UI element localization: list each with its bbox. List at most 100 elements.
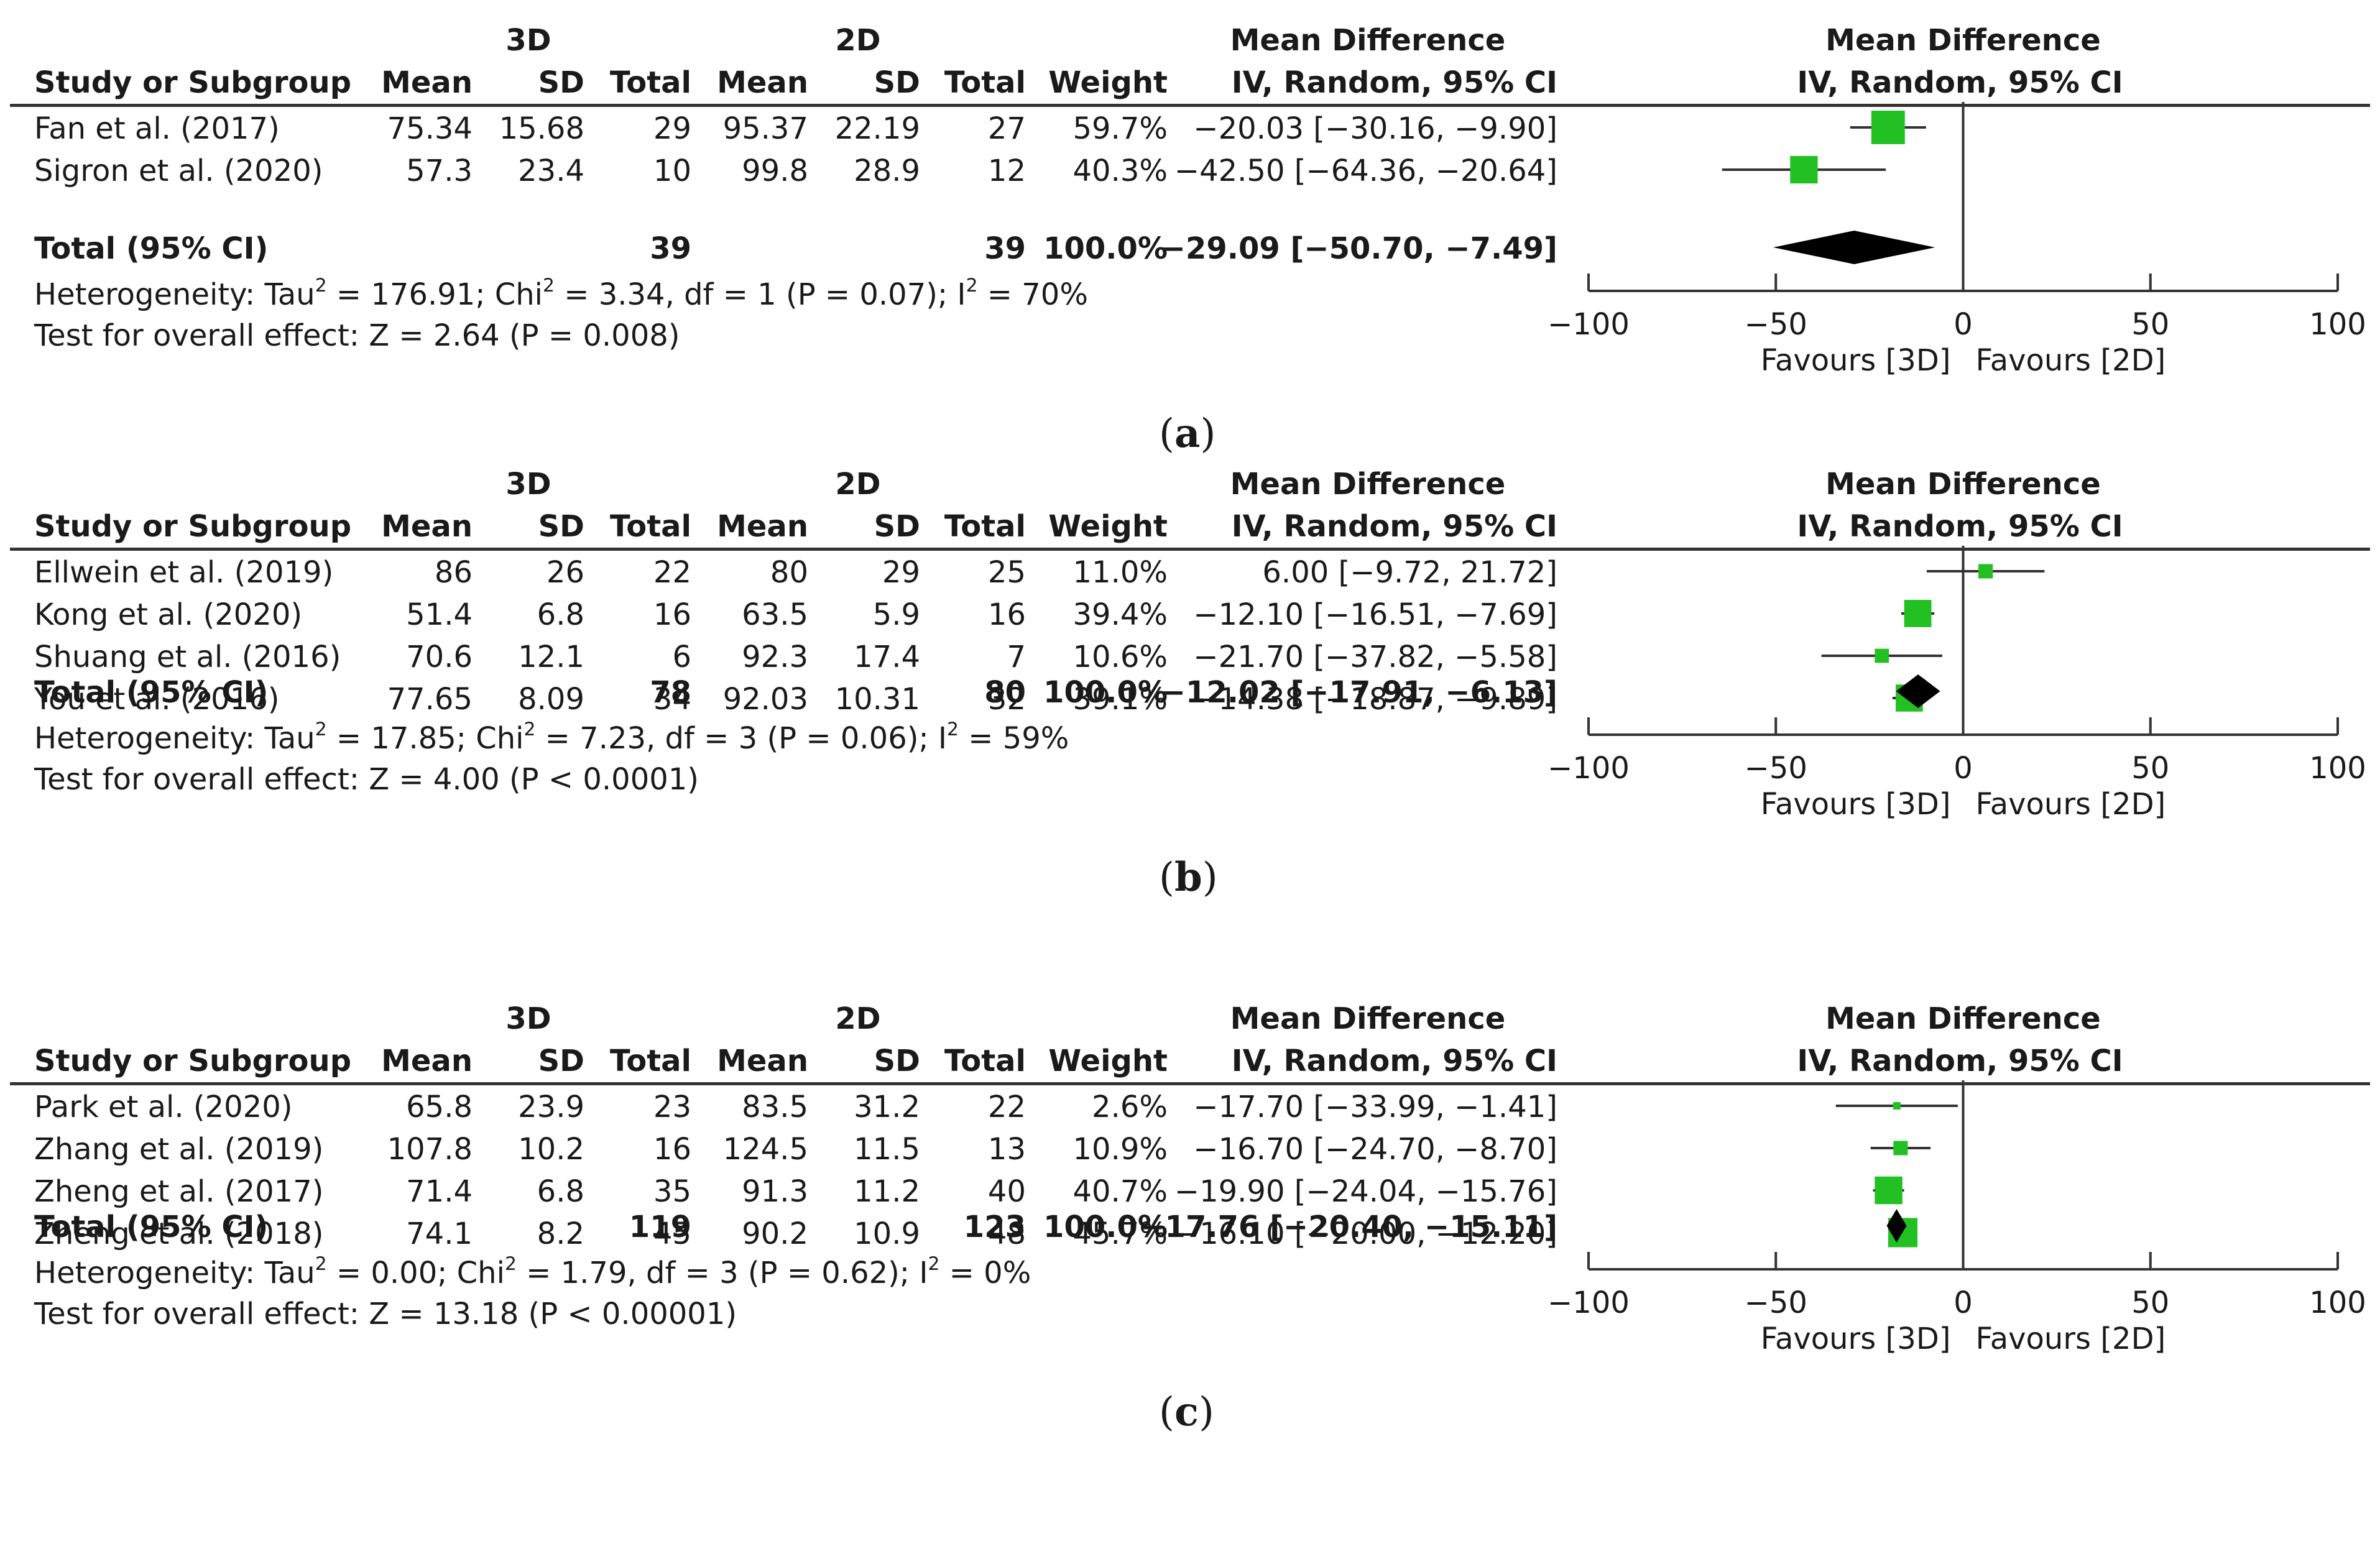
plot-header-title: Mean Difference <box>1825 467 2101 502</box>
favours-right-label: Favours [2D] <box>1976 1321 2166 1356</box>
header-rule <box>10 1082 2370 1085</box>
study-mean-2d: 83.5 <box>742 1090 808 1124</box>
study-sd-2d: 10.31 <box>834 682 920 717</box>
effect-square <box>1978 564 1993 579</box>
overall-effect-text: Test for overall effect: Z = 2.64 (P = 0… <box>34 318 680 353</box>
group2-header: 2D <box>835 23 881 58</box>
het-part: = 59% <box>958 721 1069 756</box>
mean1-column-header: Mean <box>381 509 473 544</box>
group2-header: 2D <box>835 1001 881 1036</box>
sd1-column-header: SD <box>538 509 584 544</box>
study-ci-text: −19.90 [−24.04, −15.76] <box>1174 1174 1557 1209</box>
study-total-3d: 16 <box>653 1132 691 1167</box>
study-total-2d: 40 <box>987 1174 1026 1209</box>
study-name: Shuang et al. (2016) <box>34 640 341 674</box>
header-rule <box>10 548 2370 551</box>
study-mean-2d: 92.03 <box>722 682 808 717</box>
study-name: Sigron et al. (2020) <box>34 154 323 188</box>
study-total-2d: 16 <box>987 597 1026 632</box>
study-ci-text: −21.70 [−37.82, −5.58] <box>1193 640 1557 674</box>
study-ci-text: −14.38 [−18.87, −9.89] <box>1193 682 1557 717</box>
effect-square <box>1893 1102 1901 1110</box>
het-part: = 176.91; Chi <box>326 277 543 312</box>
superscript-2: 2 <box>315 718 327 740</box>
total-ci-text: −29.09 [−50.70, −7.49] <box>1160 231 1557 266</box>
superscript-2: 2 <box>524 718 536 740</box>
study-weight: 2.6% <box>1092 1090 1168 1124</box>
total1-column-header: Total <box>609 65 691 100</box>
mean1-column-header: Mean <box>381 1044 473 1078</box>
study-total-3d: 35 <box>653 1174 691 1209</box>
study-column-header: Study or Subgroup <box>34 509 352 544</box>
total-weight: 100.0% <box>1043 1210 1168 1244</box>
study-sd-3d: 8.09 <box>518 682 584 717</box>
total1-column-header: Total <box>609 1044 691 1078</box>
study-sd-2d: 29 <box>882 555 920 590</box>
study-total-2d: 13 <box>987 1132 1026 1167</box>
study-weight: 40.7% <box>1072 1174 1168 1209</box>
x-tick-label: 50 <box>2131 1285 2169 1320</box>
superscript-2: 2 <box>947 718 959 740</box>
study-ci-text: −16.10 [−20.00, −12.20] <box>1174 1216 1557 1251</box>
group1-header: 3D <box>505 23 551 58</box>
study-total-2d: 32 <box>987 682 1026 717</box>
het-part: Heterogeneity: Tau <box>34 277 315 312</box>
panel-label: (a) <box>1159 410 1216 457</box>
x-tick-label: 0 <box>1953 751 1973 786</box>
study-weight: 59.7% <box>1072 111 1168 146</box>
study-mean-3d: 77.65 <box>387 682 473 717</box>
study-column-header: Study or Subgroup <box>34 65 352 100</box>
forest-panel-b: 3D 2D Mean Difference Mean Difference Study … <box>0 444 2380 947</box>
study-total-3d: 45 <box>653 1216 691 1251</box>
total-label: Total (95% CI) <box>34 231 269 266</box>
het-part: = 70% <box>977 277 1088 312</box>
study-sd-2d: 31.2 <box>854 1090 920 1124</box>
effect-square <box>1871 111 1905 144</box>
total-n-3d: 39 <box>650 231 691 266</box>
effect-header-title: Mean Difference <box>1230 467 1506 502</box>
study-total-2d: 48 <box>987 1216 1026 1251</box>
total-n-2d: 80 <box>984 675 1026 710</box>
study-total-3d: 22 <box>653 555 691 590</box>
favours-left-label: Favours [3D] <box>1761 1321 1951 1356</box>
study-ci-text: −12.10 [−16.51, −7.69] <box>1193 597 1557 632</box>
study-name: Zheng et al. (2018) <box>34 1216 324 1251</box>
weight-column-header: Weight <box>1048 1044 1168 1078</box>
study-mean-3d: 57.3 <box>406 154 473 188</box>
study-weight: 39.1% <box>1072 682 1168 717</box>
plot-header-sub: IV, Random, 95% CI <box>1797 65 2123 100</box>
study-name: You et al. (2016) <box>34 682 280 717</box>
effect-square <box>1875 1176 1903 1205</box>
study-weight: 39.4% <box>1072 597 1168 632</box>
study-sd-3d: 12.1 <box>518 640 584 674</box>
study-sd-3d: 15.68 <box>499 111 584 146</box>
total-n-3d: 119 <box>629 1210 691 1244</box>
study-ci-text: −16.70 [−24.70, −8.70] <box>1193 1132 1557 1167</box>
study-total-2d: 7 <box>1007 640 1026 674</box>
study-mean-3d: 75.34 <box>387 111 473 146</box>
panel-letter: c <box>1174 1389 1199 1435</box>
study-total-3d: 34 <box>653 682 691 717</box>
study-weight: 11.0% <box>1072 555 1168 590</box>
study-name: Park et al. (2020) <box>34 1090 293 1124</box>
total2-column-header: Total <box>944 509 1026 544</box>
study-name: Kong et al. (2020) <box>34 597 303 632</box>
study-ci-text: −42.50 [−64.36, −20.64] <box>1174 154 1557 188</box>
x-tick-label: 50 <box>2131 307 2169 342</box>
sd2-column-header: SD <box>874 509 920 544</box>
favours-right-label: Favours [2D] <box>1976 787 2166 822</box>
sd1-column-header: SD <box>538 65 584 100</box>
x-tick-label: −100 <box>1547 307 1630 342</box>
study-sd-3d: 6.8 <box>537 1174 584 1209</box>
effect-square <box>1904 600 1932 627</box>
study-ci-text: 6.00 [−9.72, 21.72] <box>1262 555 1557 590</box>
study-total-2d: 25 <box>987 555 1026 590</box>
x-tick-label: 100 <box>2309 307 2366 342</box>
forest-panel-c: 3D 2D Mean Difference Mean Difference Study … <box>0 978 2380 1482</box>
study-sd-3d: 10.2 <box>518 1132 584 1167</box>
study-total-3d: 6 <box>672 640 691 674</box>
x-tick-label: −100 <box>1547 751 1630 786</box>
group1-header: 3D <box>505 1001 551 1036</box>
forest-plot-c: −100 −50 0 50 100 Favours [3D] Favours [2D] <box>1547 1080 2366 1356</box>
het-part: = 7.23, df = 3 (P = 0.06); I <box>535 721 948 756</box>
